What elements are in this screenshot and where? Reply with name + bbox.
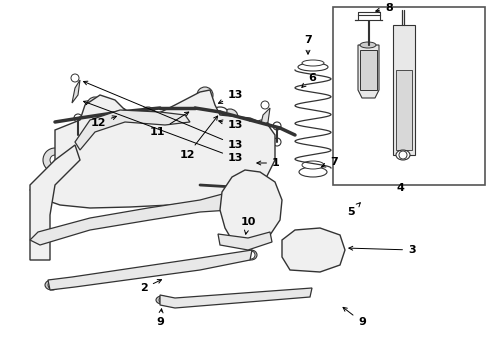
Polygon shape xyxy=(358,45,379,98)
Text: 4: 4 xyxy=(396,183,404,193)
Ellipse shape xyxy=(360,42,376,48)
Ellipse shape xyxy=(213,107,227,115)
Circle shape xyxy=(87,97,103,113)
Text: 13: 13 xyxy=(84,81,244,150)
Circle shape xyxy=(195,180,205,190)
Text: 12: 12 xyxy=(91,116,117,128)
Circle shape xyxy=(71,74,79,82)
Circle shape xyxy=(197,87,213,103)
Circle shape xyxy=(302,240,322,260)
Text: 9: 9 xyxy=(156,309,164,327)
Ellipse shape xyxy=(396,150,410,160)
Circle shape xyxy=(245,183,255,193)
Polygon shape xyxy=(30,192,255,245)
Text: 10: 10 xyxy=(240,217,256,234)
Circle shape xyxy=(399,151,407,159)
Text: 3: 3 xyxy=(349,245,416,255)
Circle shape xyxy=(273,122,281,130)
Ellipse shape xyxy=(45,280,59,290)
Text: 11: 11 xyxy=(149,112,189,137)
Ellipse shape xyxy=(302,60,324,66)
Text: 2: 2 xyxy=(140,280,162,293)
Polygon shape xyxy=(260,108,270,128)
Circle shape xyxy=(159,297,165,303)
Polygon shape xyxy=(48,250,252,290)
Ellipse shape xyxy=(302,161,324,169)
Text: 13: 13 xyxy=(219,90,244,103)
Ellipse shape xyxy=(245,250,257,260)
Text: 7: 7 xyxy=(321,157,338,167)
Ellipse shape xyxy=(298,63,328,71)
Text: 1: 1 xyxy=(257,158,280,168)
Polygon shape xyxy=(160,288,312,308)
Text: 13: 13 xyxy=(84,101,244,163)
Circle shape xyxy=(234,187,270,223)
Circle shape xyxy=(74,114,82,122)
Text: 6: 6 xyxy=(302,73,316,87)
Circle shape xyxy=(48,281,56,289)
Polygon shape xyxy=(220,170,282,245)
Ellipse shape xyxy=(113,108,127,116)
Polygon shape xyxy=(75,110,190,150)
Circle shape xyxy=(222,109,238,125)
Bar xyxy=(333,7,485,185)
Circle shape xyxy=(247,251,255,259)
Circle shape xyxy=(50,155,60,165)
Ellipse shape xyxy=(299,167,327,177)
Text: 8: 8 xyxy=(376,3,393,13)
Ellipse shape xyxy=(297,236,327,264)
Circle shape xyxy=(273,138,281,146)
Polygon shape xyxy=(282,228,345,272)
Circle shape xyxy=(74,131,82,139)
Circle shape xyxy=(254,120,270,136)
Circle shape xyxy=(43,148,67,172)
Polygon shape xyxy=(72,80,80,103)
Text: 12: 12 xyxy=(179,116,218,160)
Text: 9: 9 xyxy=(343,307,366,327)
Bar xyxy=(393,25,415,155)
Polygon shape xyxy=(30,145,80,260)
Bar xyxy=(360,50,377,90)
Text: 7: 7 xyxy=(304,35,312,54)
Circle shape xyxy=(140,107,156,123)
Circle shape xyxy=(261,101,269,109)
Circle shape xyxy=(244,197,260,213)
Polygon shape xyxy=(218,232,272,250)
Polygon shape xyxy=(30,90,275,208)
Bar xyxy=(396,70,412,150)
Ellipse shape xyxy=(156,296,168,304)
Circle shape xyxy=(249,202,255,208)
Text: 13: 13 xyxy=(219,120,244,130)
Text: 5: 5 xyxy=(347,203,360,217)
